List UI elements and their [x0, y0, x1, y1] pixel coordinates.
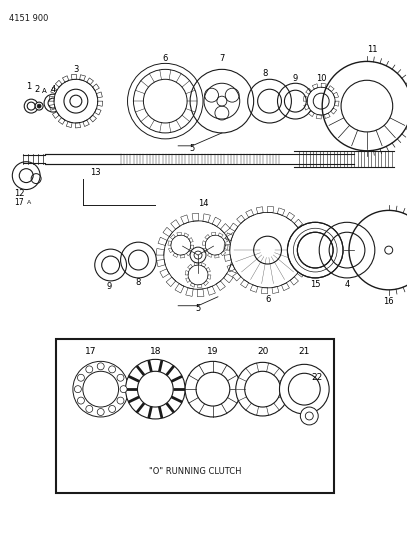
Text: 7: 7: [219, 54, 224, 63]
Circle shape: [83, 372, 119, 407]
Text: 13: 13: [91, 168, 101, 177]
Text: 11: 11: [367, 45, 377, 54]
Circle shape: [97, 363, 104, 370]
Text: 17: 17: [85, 347, 97, 356]
Circle shape: [297, 232, 333, 268]
Circle shape: [126, 359, 185, 419]
Circle shape: [287, 222, 343, 278]
Text: 4: 4: [344, 280, 350, 289]
Circle shape: [37, 104, 41, 108]
Text: 1: 1: [27, 82, 32, 91]
Text: 5: 5: [189, 144, 195, 154]
Circle shape: [230, 212, 305, 288]
Circle shape: [307, 87, 335, 115]
Text: 9: 9: [293, 74, 298, 83]
Circle shape: [300, 407, 318, 425]
Circle shape: [236, 362, 289, 416]
Text: 6: 6: [162, 54, 168, 63]
Circle shape: [117, 374, 124, 381]
Text: 20: 20: [257, 347, 268, 356]
Text: 10: 10: [316, 74, 326, 83]
Text: 8: 8: [262, 69, 267, 78]
Circle shape: [35, 102, 43, 110]
Circle shape: [54, 79, 98, 123]
Text: 8: 8: [136, 278, 141, 287]
Text: 19: 19: [207, 347, 219, 356]
Text: 18: 18: [150, 347, 161, 356]
Circle shape: [137, 372, 173, 407]
Circle shape: [385, 246, 393, 254]
Text: 14: 14: [198, 199, 208, 208]
Text: 12: 12: [14, 189, 24, 198]
Text: 4: 4: [51, 85, 55, 94]
Text: "O" RUNNING CLUTCH: "O" RUNNING CLUTCH: [149, 467, 241, 476]
Circle shape: [305, 412, 313, 420]
Circle shape: [109, 366, 115, 373]
Text: 16: 16: [384, 297, 394, 306]
Text: 9: 9: [106, 282, 111, 292]
Circle shape: [120, 386, 127, 393]
Circle shape: [144, 79, 187, 123]
Text: A: A: [42, 88, 47, 94]
Circle shape: [74, 386, 81, 393]
Circle shape: [109, 406, 115, 413]
Circle shape: [188, 265, 208, 285]
Text: 6: 6: [265, 295, 270, 304]
Text: 22: 22: [312, 373, 323, 382]
Text: 17: 17: [14, 198, 24, 207]
Text: 4151 900: 4151 900: [9, 14, 49, 23]
Text: 2: 2: [35, 85, 40, 94]
Text: 3: 3: [73, 65, 79, 74]
Circle shape: [171, 235, 191, 255]
Circle shape: [86, 406, 93, 413]
Circle shape: [245, 372, 280, 407]
Text: 5: 5: [195, 304, 201, 313]
Circle shape: [86, 366, 93, 373]
Circle shape: [288, 373, 320, 405]
Circle shape: [133, 69, 197, 133]
Circle shape: [279, 365, 329, 414]
Circle shape: [78, 374, 84, 381]
Circle shape: [164, 221, 232, 289]
Text: 15: 15: [310, 280, 321, 289]
Circle shape: [78, 397, 84, 404]
Bar: [56, 340, 334, 494]
Circle shape: [205, 235, 225, 255]
Text: A: A: [27, 200, 31, 205]
Circle shape: [97, 408, 104, 416]
Text: 21: 21: [299, 347, 310, 356]
Circle shape: [196, 372, 230, 406]
Circle shape: [185, 361, 241, 417]
Circle shape: [117, 397, 124, 404]
Circle shape: [73, 361, 129, 417]
